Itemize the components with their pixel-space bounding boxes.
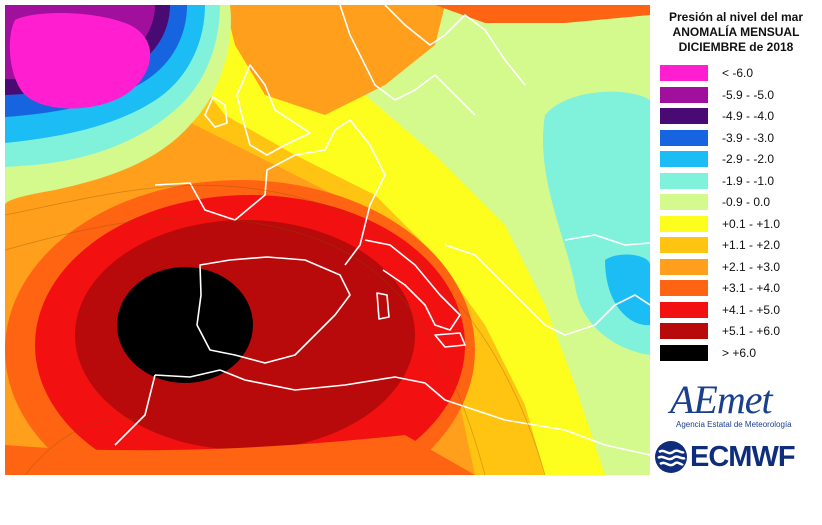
- legend-swatch: [660, 108, 708, 124]
- legend-title-line1: Presión al nivel del mar: [668, 10, 804, 24]
- legend-swatch: [660, 194, 708, 210]
- legend-label: -0.9 - 0.0: [722, 195, 771, 209]
- italy-coast: [364, 239, 461, 331]
- legend-label: -2.9 - -2.0: [722, 152, 775, 166]
- aemet-logo-caption: Agencia Estatal de Meteorología: [676, 420, 792, 429]
- legend-title-line3: DICIEMBRE de 2018: [678, 40, 794, 54]
- legend-row: +1.1 - +2.0: [660, 236, 820, 254]
- legend-row: -0.9 - 0.0: [660, 193, 820, 211]
- legend-swatch: [660, 258, 708, 275]
- legend-label: -3.9 - -3.0: [722, 130, 775, 145]
- legend-title-line2: ANOMALÍA MENSUAL: [672, 25, 800, 39]
- legend-label: > +6.0: [722, 345, 757, 360]
- contour-minus3-minus2-east: [605, 254, 650, 326]
- legend-swatch: [660, 323, 708, 339]
- legend-label: -4.9 - -4.0: [722, 109, 775, 123]
- legend-row: > +6.0: [660, 344, 820, 362]
- legend-label: +0.1 - +1.0: [722, 216, 781, 231]
- ecmwf-wave-icon: [655, 441, 687, 473]
- legend-swatch: [660, 215, 708, 232]
- legend-row: -2.9 - -2.0: [660, 150, 820, 168]
- morocco-coast: [114, 369, 221, 446]
- contour-plus2-plus3-north: [225, 5, 445, 115]
- iberia-coast: [196, 256, 351, 364]
- legend-swatch: [660, 86, 708, 103]
- legend-swatch: [660, 344, 708, 361]
- isobar-lines: [5, 184, 546, 475]
- legend-swatch: [660, 151, 708, 167]
- legend-label: < -6.0: [722, 66, 754, 80]
- north-africa-coast: [219, 369, 650, 456]
- france-coast: [154, 119, 386, 266]
- britain-coast: [236, 64, 311, 156]
- legend-row: -1.9 - -1.0: [660, 172, 820, 190]
- legend-row: +2.1 - +3.0: [660, 258, 820, 276]
- sicily-coast: [434, 332, 466, 348]
- legend-row: +0.1 - +1.0: [660, 215, 820, 233]
- legend-row: -3.9 - -3.0: [660, 129, 820, 147]
- contour-plus3-plus4-south: [5, 435, 475, 475]
- legend-swatch: [660, 237, 708, 253]
- legend-swatch: [660, 65, 708, 81]
- legend-label: +1.1 - +2.0: [722, 238, 781, 252]
- legend-row: +4.1 - +5.0: [660, 301, 820, 319]
- legend-panel: Presión al nivel del mar ANOMALÍA MENSUA…: [650, 0, 822, 525]
- coastlines: [114, 5, 650, 456]
- legend-label: +2.1 - +3.0: [722, 259, 781, 274]
- legend-label: +5.1 - +6.0: [722, 324, 781, 338]
- aemet-logo-word: AEmet: [670, 377, 773, 422]
- anomaly-map-svg: [5, 5, 650, 475]
- balkans-coast: [444, 244, 650, 336]
- ecmwf-logo-word: ECMWF: [690, 441, 796, 473]
- legend-row: < -6.0: [660, 64, 820, 82]
- ecmwf-logo: ECMWF: [654, 440, 820, 474]
- ireland-coast: [204, 96, 228, 128]
- contour-above-plus6: [117, 267, 253, 383]
- aemet-logo: AEmet Agencia Estatal de Meteorología: [670, 378, 810, 430]
- contour-below-minus6: [9, 13, 151, 109]
- legend-label: +4.1 - +5.0: [722, 302, 781, 317]
- baltic-coast: [384, 5, 526, 86]
- legend-swatch: [660, 301, 708, 318]
- legend-row: -5.9 - -5.0: [660, 86, 820, 104]
- black-sea-coast: [564, 234, 650, 246]
- legend-label: -5.9 - -5.0: [722, 87, 775, 102]
- legend-swatch: [660, 280, 708, 296]
- anomaly-map: [5, 5, 650, 475]
- sardinia-coast: [376, 292, 390, 320]
- legend-swatch: [660, 172, 708, 189]
- legend-label: -1.9 - -1.0: [722, 173, 775, 188]
- legend-row: +5.1 - +6.0: [660, 322, 820, 340]
- legend-row: +3.1 - +4.0: [660, 279, 820, 297]
- contour-plus3-plus4-north: [435, 5, 650, 23]
- legend-label: +3.1 - +4.0: [722, 281, 781, 295]
- north-sea-coast: [339, 5, 476, 116]
- legend-swatch: [660, 129, 708, 146]
- legend-row: -4.9 - -4.0: [660, 107, 820, 125]
